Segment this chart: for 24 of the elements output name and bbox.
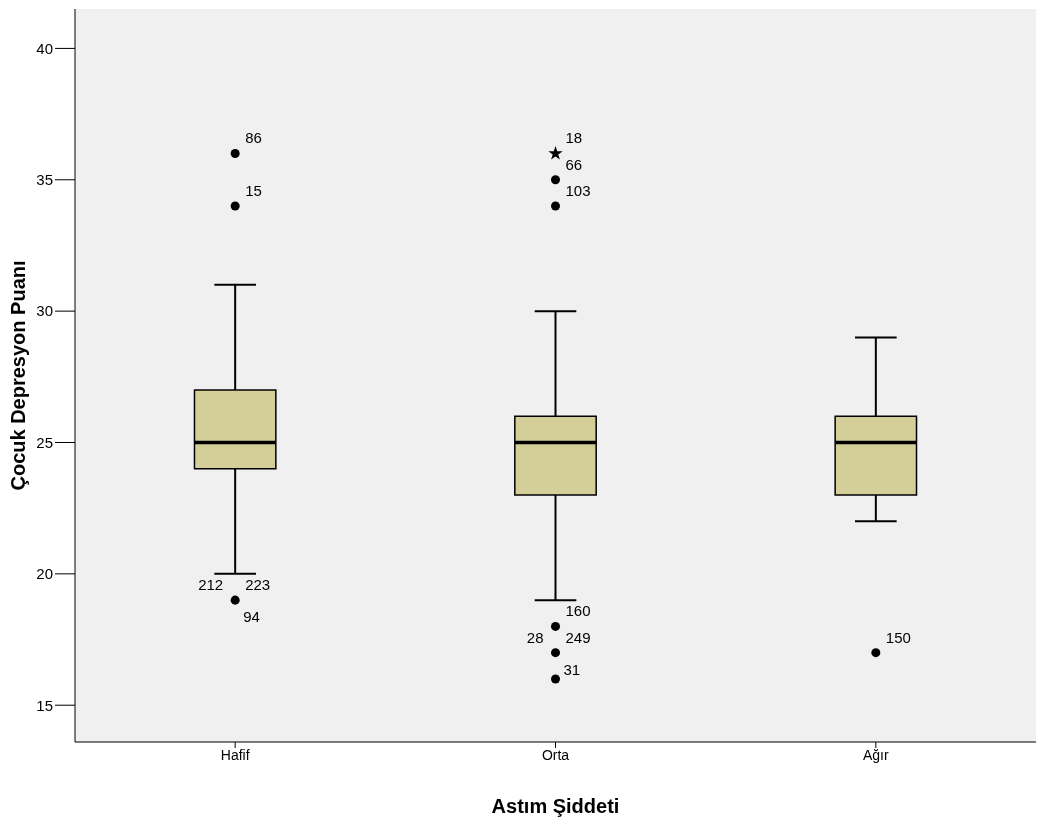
annotation: 15 (245, 182, 262, 200)
x-axis-title: Astım Şiddeti (491, 795, 620, 817)
y-tick-label: 40 (36, 39, 53, 57)
annotation: 249 (565, 628, 591, 646)
y-tick-label: 15 (36, 696, 53, 714)
annotation: 66 (565, 155, 583, 173)
x-tick-label: Orta (541, 746, 570, 763)
annotation: 212 (198, 576, 224, 594)
y-tick-label: 30 (36, 302, 53, 320)
y-tick-label: 25 (36, 433, 53, 451)
y-axis-title: Çocuk Depresyon Puanı (7, 260, 30, 491)
annotation: 94 (243, 608, 260, 626)
annotation: 223 (245, 576, 271, 594)
y-tick-label: 20 (36, 565, 53, 583)
x-tick-label: Hafif (220, 746, 250, 763)
y-tick-label: 35 (36, 171, 53, 189)
annotation: 150 (885, 628, 911, 646)
x-tick-label: Ağır (862, 746, 889, 763)
annotation: 103 (565, 182, 591, 200)
annotation: 18 (565, 129, 583, 147)
annotation: 28 (526, 628, 544, 646)
annotation: 31 (563, 660, 581, 678)
annotation: 86 (245, 129, 262, 147)
annotation: 160 (565, 602, 591, 620)
